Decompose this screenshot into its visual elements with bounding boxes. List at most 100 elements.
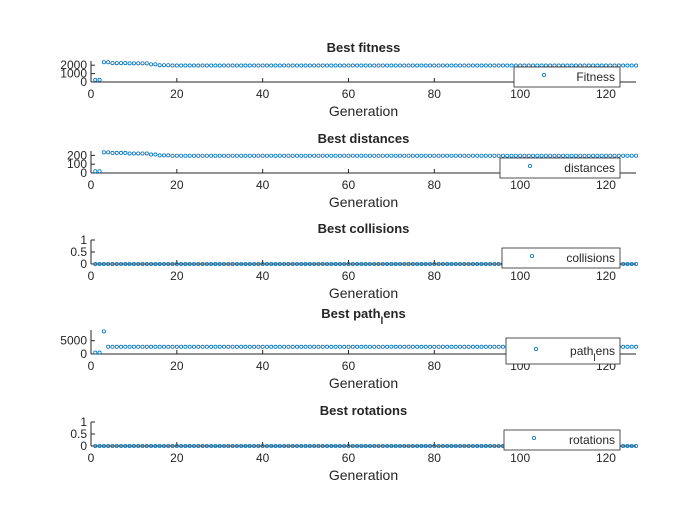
data-point [329,344,334,349]
data-point [136,151,141,156]
data-point [389,63,394,68]
data-point [453,344,458,349]
data-point [307,63,312,68]
x-tick-label: 40 [256,451,270,465]
data-point [260,261,265,266]
data-point [376,344,381,349]
data-point [350,261,355,266]
data-point [483,344,488,349]
data-point [475,153,480,158]
data-point [367,63,372,68]
data-point [144,443,149,448]
data-point [196,63,201,68]
data-point [449,63,454,68]
data-point [131,61,136,66]
data-point [419,261,424,266]
data-point [106,60,111,65]
data-point [299,443,304,448]
x-tick-label: 100 [510,269,530,283]
data-point [423,344,428,349]
data-point [488,153,493,158]
data-point [144,61,149,66]
data-point [428,261,433,266]
data-point [286,443,291,448]
data-point [277,153,282,158]
data-point [449,443,454,448]
data-point [166,344,171,349]
data-point [359,63,364,68]
data-point [376,261,381,266]
data-point [479,261,484,266]
data-point [320,153,325,158]
x-tick-label: 40 [256,87,270,101]
data-point [286,344,291,349]
data-point [179,344,184,349]
data-point [402,443,407,448]
data-point [286,63,291,68]
data-point [187,344,192,349]
data-point [277,63,282,68]
x-axis-label: Generation [329,375,398,391]
data-point [140,61,145,66]
data-point [488,63,493,68]
data-point [200,344,205,349]
data-point [187,261,192,266]
data-point [500,344,505,349]
data-point [397,344,402,349]
data-point [179,153,184,158]
data-point [629,153,634,158]
x-tick-label: 80 [428,178,442,192]
data-point [402,153,407,158]
data-point [518,153,523,158]
data-point [191,261,196,266]
data-point [466,344,471,349]
data-point [183,443,188,448]
data-point [161,63,166,68]
data-point [127,151,132,156]
data-point [333,63,338,68]
data-point [153,152,158,157]
legend: pathlens [505,337,621,365]
data-point [166,443,171,448]
data-point [470,153,475,158]
data-point [247,63,252,68]
data-point [217,261,222,266]
data-point [625,443,630,448]
legend: rotations [503,429,621,451]
data-point [307,153,312,158]
data-point [449,344,454,349]
data-point [479,344,484,349]
data-point [320,443,325,448]
data-point [101,329,106,334]
data-point [423,261,428,266]
data-point [380,153,385,158]
data-point [367,443,372,448]
data-point [170,261,175,266]
data-point [243,443,248,448]
data-point [191,344,196,349]
subplot-3: Best collisions 0 20 40 60 80 100 120 00.51 Gener… [70,221,639,301]
data-point [230,63,235,68]
x-tick-label: 0 [88,359,95,373]
data-point [247,153,252,158]
x-tick-label: 120 [596,451,616,465]
data-point [277,261,282,266]
data-point [419,344,424,349]
data-point [389,153,394,158]
data-point [415,153,420,158]
x-tick-label: 60 [342,359,356,373]
data-point [432,443,437,448]
data-point [106,150,111,155]
data-point [445,153,450,158]
data-point [432,63,437,68]
data-point [230,261,235,266]
data-point [445,63,450,68]
data-point [634,443,639,448]
data-point [505,63,510,68]
data-point [496,63,501,68]
data-point [213,153,218,158]
data-point [200,261,205,266]
data-point [342,443,347,448]
data-point [294,63,299,68]
data-point [170,344,175,349]
